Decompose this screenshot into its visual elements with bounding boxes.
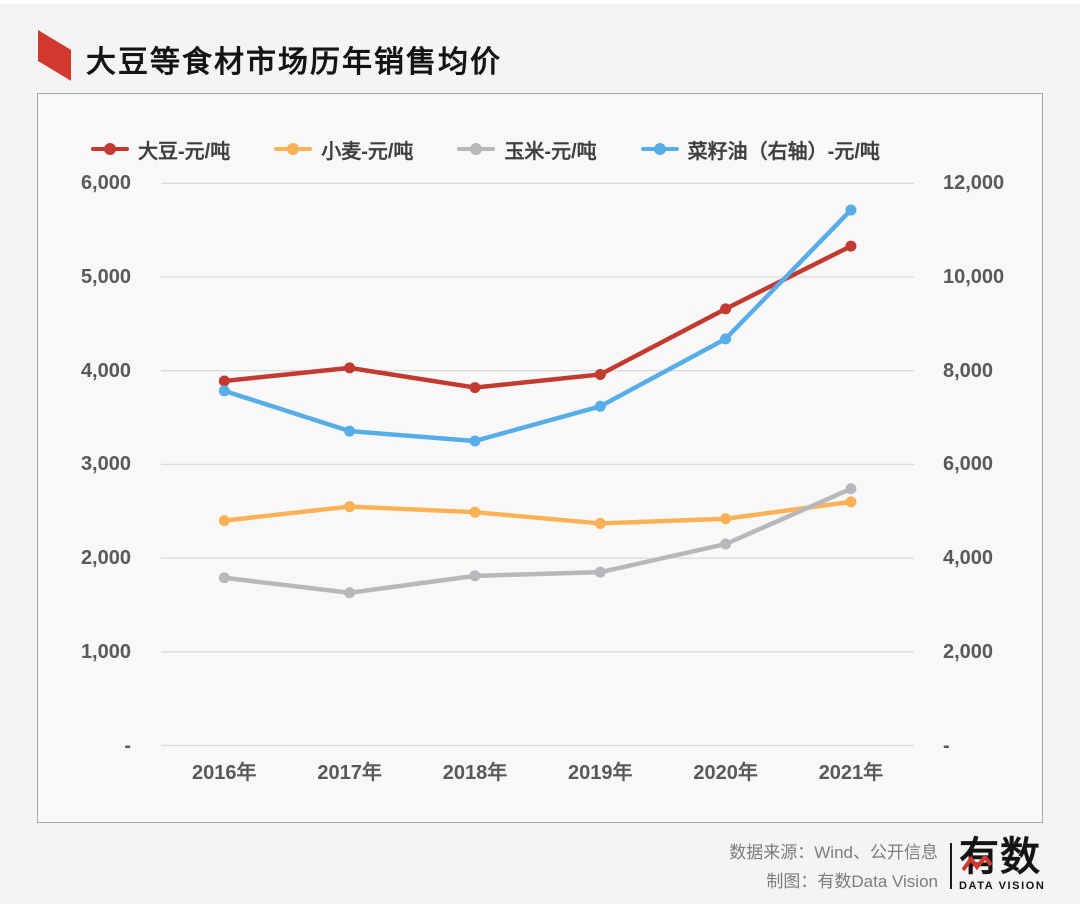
- x-tick-label: 2016年: [192, 762, 257, 784]
- legend-label: 小麦-元/吨: [321, 140, 414, 163]
- x-tick-label: 2018年: [442, 762, 508, 784]
- footer-divider: [950, 843, 952, 889]
- data-point-marker: [594, 400, 606, 412]
- data-point-marker: [720, 303, 732, 315]
- data-point-marker: [594, 566, 606, 578]
- legend-item: 玉米-元/吨: [457, 135, 597, 164]
- line-chart: [161, 182, 914, 747]
- data-point-marker: [594, 517, 606, 529]
- y-tick-label-left: 5,000: [80, 266, 131, 288]
- data-point-marker: [845, 240, 857, 252]
- logo-zigzag-icon: [962, 856, 992, 872]
- data-point-marker: [469, 506, 481, 518]
- legend-item: 小麦-元/吨: [274, 135, 413, 164]
- data-point-marker: [218, 375, 230, 387]
- series-line: [224, 244, 852, 390]
- y-tick-label-left: 2,000: [80, 547, 131, 570]
- data-point-marker: [845, 483, 857, 495]
- data-point-marker: [594, 368, 606, 380]
- y-tick-label-right: 2,000: [943, 640, 994, 663]
- y-tick-label-left: 6,000: [80, 172, 131, 195]
- legend-label: 玉米-元/吨: [504, 140, 597, 163]
- legend-line-marker-icon: [457, 143, 496, 155]
- x-tick-label: 2021年: [818, 762, 884, 784]
- page-title: 大豆等食材市场历年销售均价: [86, 46, 502, 79]
- footer-credits: 数据来源：Wind、公开信息 制图：有数Data Vision: [729, 838, 938, 896]
- legend-line-marker-icon: [91, 143, 129, 155]
- series-line: [224, 486, 852, 596]
- legend-item: 大豆-元/吨: [91, 135, 230, 164]
- brand-logo: 有数 DATA VISION: [959, 835, 1049, 892]
- series-line: [224, 499, 852, 526]
- data-point-marker: [344, 501, 356, 513]
- data-point-marker: [720, 333, 732, 345]
- legend-line-marker-icon: [640, 143, 679, 155]
- y-tick-label-left: 4,000: [80, 359, 131, 382]
- data-point-marker: [845, 496, 857, 508]
- y-tick-label-right: 10,000: [943, 266, 1005, 288]
- y-tick-label-left: -: [124, 734, 131, 757]
- legend-line-marker-icon: [274, 143, 313, 155]
- y-tick-label-right: 12,000: [943, 172, 1005, 195]
- chart-legend: 大豆-元/吨 小麦-元/吨 玉米-元/吨 菜籽油（右轴）-元/吨: [91, 134, 880, 164]
- brand-logo-text: 有数: [959, 835, 1049, 879]
- brand-logo-subtitle: DATA VISION: [959, 880, 1046, 892]
- legend-label: 大豆-元/吨: [138, 140, 231, 163]
- y-tick-label-left: 1,000: [80, 640, 131, 663]
- data-point-marker: [845, 204, 857, 216]
- data-point-marker: [218, 385, 230, 397]
- y-tick-label-left: 3,000: [80, 453, 131, 476]
- y-tick-label-right: -: [943, 734, 950, 757]
- data-source-line: 数据来源：Wind、公开信息: [729, 843, 938, 862]
- data-point-marker: [720, 538, 732, 550]
- data-point-marker: [469, 435, 481, 447]
- legend-item: 菜籽油（右轴）-元/吨: [640, 135, 880, 164]
- data-point-marker: [720, 513, 732, 525]
- x-tick-label: 2017年: [317, 762, 382, 784]
- series-line: [223, 208, 853, 444]
- x-tick-label: 2019年: [568, 762, 633, 784]
- data-point-marker: [469, 382, 481, 394]
- data-point-marker: [344, 362, 356, 374]
- y-tick-label-right: 8,000: [943, 359, 994, 382]
- chart-panel: 大豆-元/吨 小麦-元/吨 玉米-元/吨 菜籽油（右轴）-元/吨 - 1,000 2,00…: [37, 93, 1043, 823]
- data-point-marker: [218, 515, 230, 527]
- x-tick-label: 2020年: [693, 762, 758, 784]
- data-point-marker: [344, 587, 356, 599]
- data-point-marker: [469, 570, 481, 582]
- chart-credit-line: 制图：有数Data Vision: [766, 872, 938, 891]
- legend-label: 菜籽油（右轴）-元/吨: [687, 140, 880, 163]
- data-point-marker: [344, 425, 356, 437]
- y-tick-label-right: 6,000: [943, 453, 994, 476]
- data-point-marker: [218, 572, 230, 584]
- title-diamond-icon: [38, 30, 71, 81]
- brand-logo-characters: 有数: [959, 835, 1041, 879]
- y-tick-label-right: 4,000: [943, 547, 994, 570]
- page-background: 大豆等食材市场历年销售均价 大豆-元/吨 小麦-元/吨 玉米-元/吨 菜籽油（右轴）-…: [0, 4, 1080, 904]
